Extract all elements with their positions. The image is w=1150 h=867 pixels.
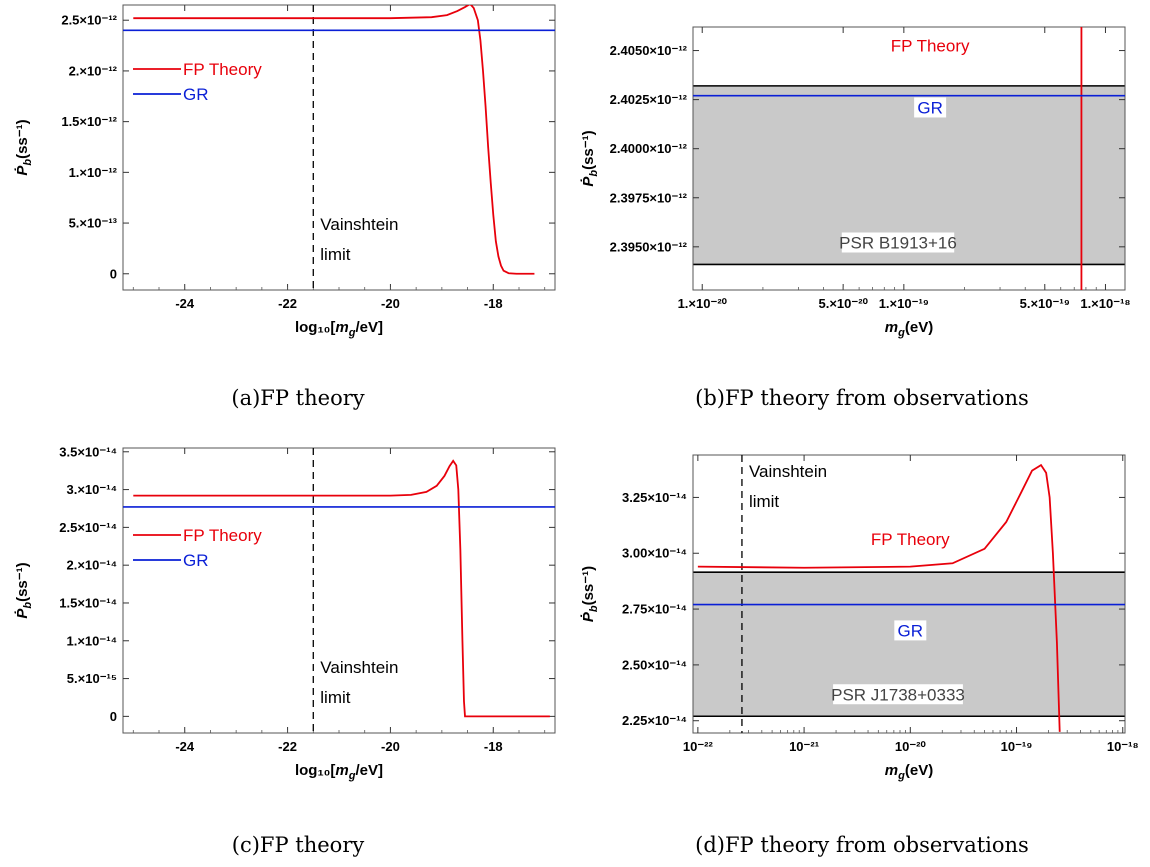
legend-label: GR (183, 551, 209, 570)
series-fp-theory (133, 459, 550, 718)
x-tick-label: -24 (175, 739, 195, 754)
x-tick-label: 5.×10⁻¹⁹ (1020, 296, 1070, 311)
series-fp-theory (133, 5, 535, 275)
legend-label: GR (183, 85, 209, 104)
y-tick-label: 1.×10⁻¹⁴ (66, 633, 117, 648)
y-tick-label: 5.×10⁻¹⁵ (67, 671, 117, 686)
x-tick-label: -22 (278, 296, 297, 311)
y-axis-label: Ṗb(ss⁻¹) (580, 130, 600, 186)
y-tick-label: 3.25×10⁻¹⁴ (622, 490, 687, 505)
x-axis-label: log₁₀[mg/eV] (295, 762, 383, 782)
plot-label: GR (917, 98, 943, 117)
vainshtein-label: limit (320, 245, 350, 264)
plot-frame (692, 26, 1126, 291)
label-bg (894, 620, 927, 641)
y-tick-label: 5.×10⁻¹³ (69, 216, 118, 231)
vainshtein-label: limit (749, 492, 779, 511)
legend-label: FP Theory (183, 526, 262, 545)
chart-b: 1.×10⁻²⁰ 5.×10⁻²⁰ 1.×10⁻¹⁹ 5.×10⁻¹⁹ 1.×10⁻¹⁸… (580, 26, 1131, 410)
vainshtein-label: Vainshtein (320, 215, 398, 234)
plot-label: GR (898, 621, 924, 640)
y-tick-label: 3.×10⁻¹⁴ (66, 482, 117, 497)
plot-frame (692, 454, 1126, 734)
y-tick-label: 2.×10⁻¹⁴ (66, 558, 117, 573)
y-tick-label: 2.75×10⁻¹⁴ (622, 602, 687, 617)
label-bg (914, 97, 947, 118)
x-tick-label: -18 (484, 739, 503, 754)
vainshtein-label: limit (320, 688, 350, 707)
x-axis-label: mg(eV) (885, 319, 933, 339)
chart-a: -24 -22 -20 -18 0 5.×10⁻¹³ 1.×10⁻¹² 1.5×10⁻¹² 2.… (14, 4, 556, 410)
y-axis-label: Ṗb(ss⁻¹) (580, 566, 600, 622)
y-tick-label: 2.5×10⁻¹² (61, 13, 117, 28)
chart-d: 10⁻²² 10⁻²¹ 10⁻²⁰ 10⁻¹⁹ 10⁻¹⁸ 2.25×10⁻¹⁴ 2.50×… (580, 454, 1139, 857)
x-axis-label: log₁₀[mg/eV] (295, 319, 383, 339)
x-tick-label: 10⁻²⁰ (895, 739, 927, 754)
plot-label: FP Theory (871, 530, 950, 549)
y-tick-label: 0 (110, 709, 117, 724)
vainshtein-label: Vainshtein (749, 462, 827, 481)
y-tick-label: 2.4000×10⁻¹² (610, 141, 688, 156)
y-tick-label: 2.3975×10⁻¹² (610, 190, 688, 205)
x-tick-label: -22 (278, 739, 297, 754)
x-tick-label: 10⁻²¹ (789, 739, 819, 754)
y-tick-label: 3.5×10⁻¹⁴ (59, 444, 117, 459)
y-tick-label: 2.25×10⁻¹⁴ (622, 713, 687, 728)
x-tick-label: 1.×10⁻¹⁸ (1080, 296, 1130, 311)
y-tick-label: 1.5×10⁻¹² (61, 114, 117, 129)
panel-caption: (b)FP theory from observations (695, 386, 1029, 410)
legend-label: FP Theory (183, 60, 262, 79)
band-label-bg (833, 684, 963, 705)
y-tick-label: 3.00×10⁻¹⁴ (622, 546, 687, 561)
y-tick-label: 0 (110, 266, 117, 281)
y-tick-label: 2.50×10⁻¹⁴ (622, 657, 687, 672)
panel-caption: (c)FP theory (232, 833, 365, 857)
y-tick-label: 2.4050×10⁻¹² (610, 43, 688, 58)
x-tick-label: -20 (381, 739, 400, 754)
x-axis-label: mg(eV) (885, 762, 933, 782)
x-tick-label: 1.×10⁻²⁰ (678, 296, 728, 311)
x-tick-label: 10⁻¹⁸ (1107, 739, 1139, 754)
y-axis-label: Ṗb(ss⁻¹) (14, 562, 34, 618)
series-fp-theory (697, 463, 1061, 732)
panel-caption: (d)FP theory from observations (695, 833, 1029, 857)
band-label: PSR B1913+16 (839, 233, 957, 252)
band-label: PSR J1738+0333 (831, 685, 965, 704)
x-tick-label: 1.×10⁻¹⁹ (879, 296, 929, 311)
panel-caption: (a)FP theory (231, 386, 364, 410)
y-tick-label: 2.3950×10⁻¹² (610, 239, 688, 254)
y-axis-label: Ṗb(ss⁻¹) (14, 119, 34, 175)
x-tick-label: -18 (484, 296, 503, 311)
x-tick-label: 5.×10⁻²⁰ (819, 296, 869, 311)
x-tick-label: 10⁻²² (683, 739, 714, 754)
y-tick-label: 1.×10⁻¹² (69, 165, 118, 180)
vainshtein-label: Vainshtein (320, 658, 398, 677)
y-tick-label: 2.5×10⁻¹⁴ (59, 520, 117, 535)
band-label-bg (841, 232, 955, 253)
y-tick-label: 2.4025×10⁻¹² (610, 92, 688, 107)
x-tick-label: -24 (175, 296, 195, 311)
x-tick-label: -20 (381, 296, 400, 311)
chart-c: -24 -22 -20 -18 0 5.×10⁻¹⁵ 1.×10⁻¹⁴ 1.5×10⁻¹⁴ 2.… (14, 444, 556, 857)
y-tick-label: 1.5×10⁻¹⁴ (59, 595, 117, 610)
y-tick-label: 2.×10⁻¹² (69, 63, 118, 78)
plot-label: FP Theory (891, 37, 970, 56)
x-tick-label: 10⁻¹⁹ (1001, 739, 1033, 754)
